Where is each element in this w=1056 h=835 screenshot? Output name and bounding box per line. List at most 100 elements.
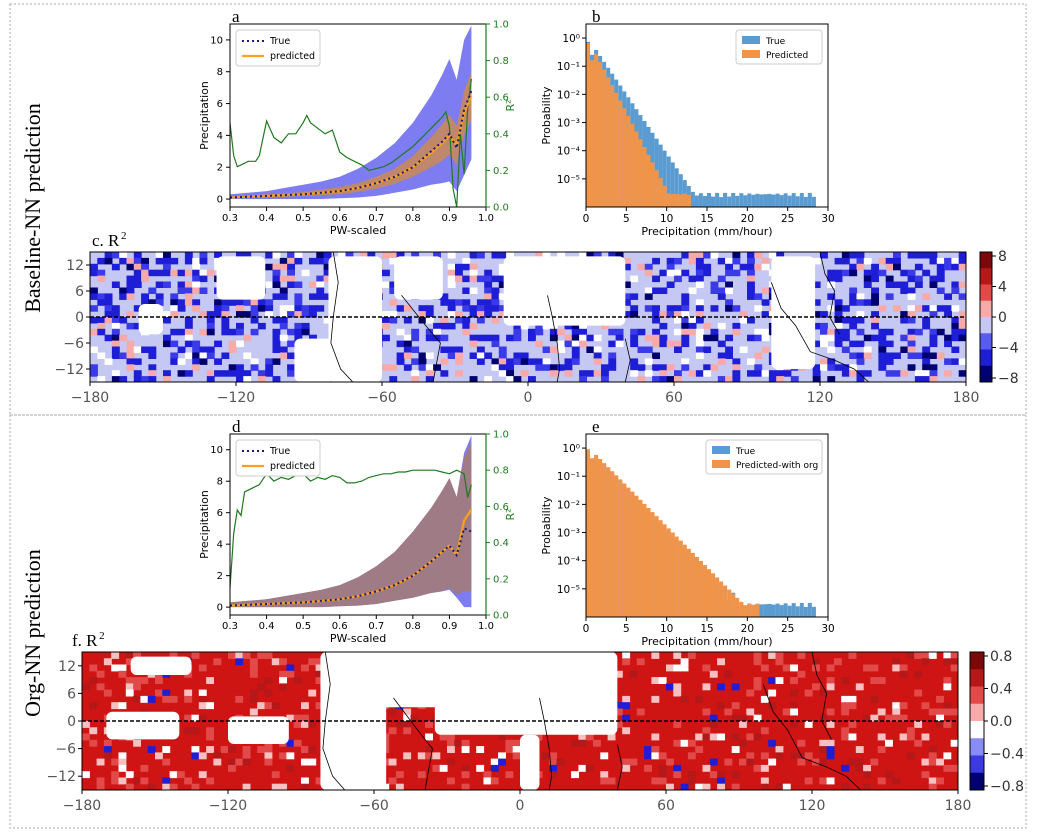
panel-c-field-cell <box>900 346 909 353</box>
panel-f-field-cell <box>169 652 178 659</box>
panel-c-field-cell <box>236 364 244 371</box>
panel-d-xtick-label: 1.0 <box>478 621 494 632</box>
panel-c-field-cell <box>907 275 916 283</box>
panel-f-field-cell <box>257 702 266 710</box>
panel-c-field-cell <box>732 305 741 312</box>
panel-c-field-cell <box>141 257 149 265</box>
panel-f-field-cell <box>125 677 134 684</box>
panel-f-field-cell <box>724 758 733 766</box>
panel-e-bar-predicted <box>739 601 744 617</box>
panel-c-field-cell <box>447 346 456 353</box>
panel-c-colorbar-tick-label: −4 <box>998 341 1019 357</box>
panel-f-field-cell <box>848 721 857 728</box>
panel-f-field-cell <box>301 664 309 672</box>
panel-f-field-cell <box>943 752 952 760</box>
panel-c-field-cell <box>462 305 471 312</box>
panel-c-field-cell <box>732 358 741 365</box>
panel-c-field-cell <box>163 257 171 265</box>
panel-d-ytick-label: 4 <box>217 540 223 551</box>
panel-c-field-cell <box>469 263 478 271</box>
panel-c-field-cell <box>622 299 631 306</box>
panel-c-field-cell <box>126 340 135 348</box>
panel-c-field-cell <box>674 305 682 312</box>
panel-f-field-cell <box>921 658 930 666</box>
panel-c-field-cell <box>316 287 325 294</box>
panel-f-field-cell <box>899 670 908 678</box>
panel-f-field-cell <box>82 771 90 779</box>
panel-c-coastline <box>330 252 354 382</box>
panel-c-field-cell <box>126 346 135 353</box>
panel-e-xtick-label: 30 <box>821 623 834 635</box>
panel-c-field-cell <box>513 352 522 359</box>
panel-f-field-cell <box>651 677 660 684</box>
panel-f-field-cell <box>899 702 908 710</box>
panel-f-colorbar-segment <box>970 721 984 739</box>
panel-c-field-cell <box>425 317 434 324</box>
panel-f-field-cell <box>753 683 762 691</box>
panel-e-bar-predicted <box>694 557 699 617</box>
panel-c-field-cell <box>922 305 931 312</box>
panel-c-field-cell <box>287 311 295 318</box>
panel-c-field-cell <box>272 376 281 382</box>
panel-f-field-cell <box>571 739 579 747</box>
panel-c-field-cell <box>272 317 281 324</box>
panel-f-field-cell <box>644 746 652 753</box>
panel-c-field-cell <box>703 263 712 271</box>
panel-c-field-cell <box>272 269 281 277</box>
panel-e-bar-predicted <box>711 573 716 617</box>
panel-b-bar-true <box>755 193 760 207</box>
panel-c-field-cell <box>192 352 201 359</box>
panel-c-field-cell <box>236 328 244 336</box>
panel-c-field-cell <box>279 346 288 353</box>
panel-c-coastline <box>770 282 869 382</box>
panel-c-field-cell <box>856 252 865 259</box>
panel-c-field-cell <box>323 252 332 259</box>
panel-c-field-cell <box>155 299 164 306</box>
panel-c-field-cell <box>462 328 471 336</box>
panel-label-a: a <box>232 7 240 26</box>
panel-f-field-cell <box>125 771 134 779</box>
panel-f-field-cell <box>206 777 214 785</box>
panel-c-field-cell <box>491 334 500 342</box>
panel-f-field-cell <box>885 714 893 722</box>
panel-e-bar-predicted <box>590 458 595 617</box>
row-label-baseline: Baseline-NN prediction <box>20 103 45 313</box>
panel-e-xtick-label: 10 <box>660 623 673 635</box>
panel-c-field-cell <box>111 376 120 382</box>
panel-f-field-cell <box>950 652 958 659</box>
panel-c-field-cell <box>279 322 288 330</box>
panel-f-field-cell <box>228 652 236 659</box>
panel-f-field-cell <box>877 777 886 785</box>
panel-f-field-cell <box>622 764 631 772</box>
panel-f-field-cell <box>892 708 901 716</box>
panel-f-field-cell <box>753 733 762 741</box>
panel-b-bar-true <box>767 193 772 207</box>
panel-c-field-cell <box>206 311 215 318</box>
panel-c-field-cell <box>192 299 201 306</box>
panel-c-field-cell <box>834 305 843 312</box>
panel-c-mask-patch <box>328 256 382 382</box>
panel-f-field-cell <box>191 783 200 790</box>
panel-c-field-cell <box>564 340 573 348</box>
panel-f-field-cell <box>651 777 660 785</box>
panel-c-field-cell <box>265 370 274 377</box>
panel-c-field-cell <box>396 252 405 259</box>
panel-c-field-cell <box>491 252 500 259</box>
panel-c-field-cell <box>323 317 332 324</box>
panel-f-field-cell <box>680 664 689 672</box>
panel-f-field-cell <box>848 702 857 710</box>
panel-c-field-cell <box>133 275 142 283</box>
panel-f-field-cell <box>717 683 725 691</box>
panel-c-field-cell <box>761 311 770 318</box>
panel-c-field-cell <box>119 252 128 259</box>
panel-c-field-cell <box>104 257 113 265</box>
panel-c-field-cell <box>608 328 617 336</box>
panel-b-ytick-label: 10⁻¹ <box>557 61 580 73</box>
panel-b-legend-predicted-label: Predicted <box>766 51 808 61</box>
panel-c-field-cell <box>287 263 295 271</box>
panel-c-mask-patch <box>216 256 266 300</box>
panel-f-field-cell <box>403 752 412 760</box>
panel-c-field-cell <box>681 269 690 277</box>
panel-c-field-cell <box>863 257 872 265</box>
